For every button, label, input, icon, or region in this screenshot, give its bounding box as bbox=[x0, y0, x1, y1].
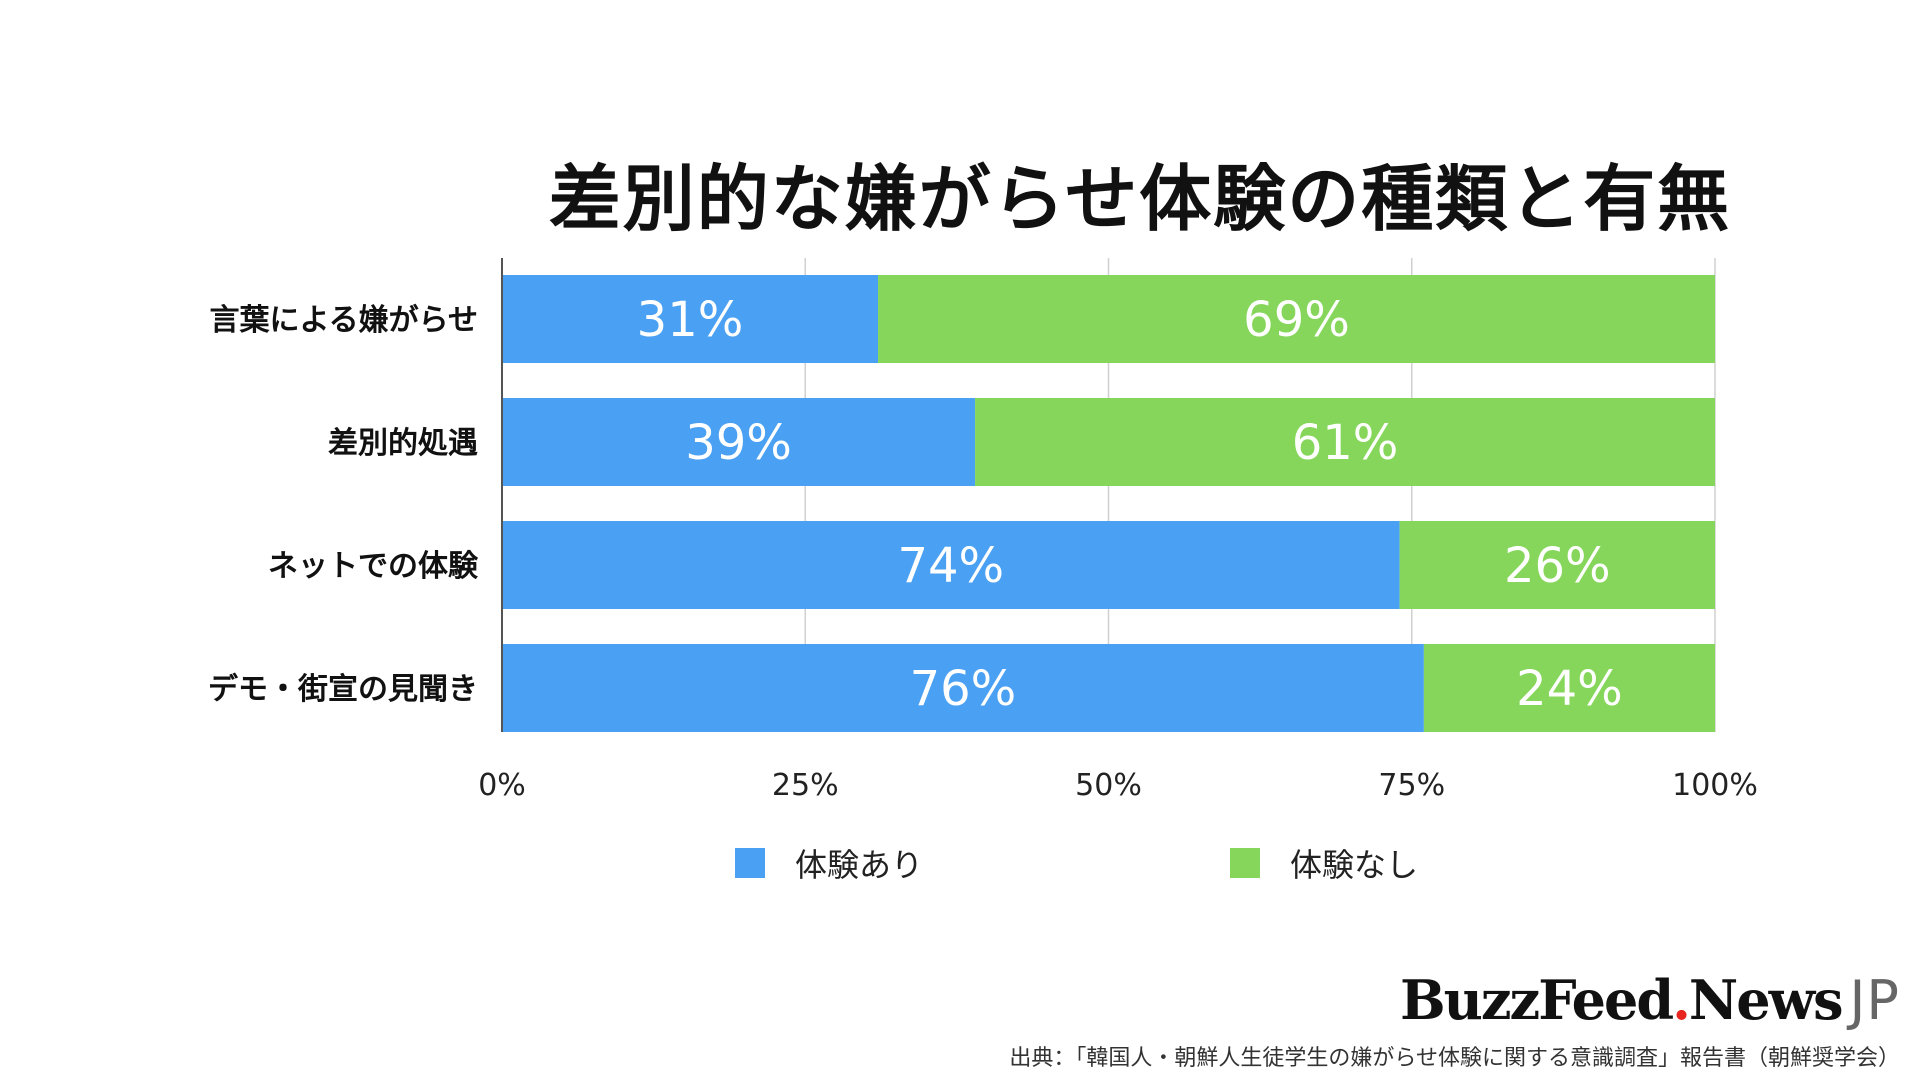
data-label: 39% bbox=[685, 415, 792, 471]
data-label: 74% bbox=[897, 538, 1004, 594]
bar-segment bbox=[502, 398, 976, 486]
legend-item-experienced: 体験あり bbox=[735, 840, 923, 886]
category-label: 差別的処遇 bbox=[328, 426, 478, 461]
x-tick-label: 25% bbox=[772, 768, 839, 803]
legend-swatch-not-experienced bbox=[1230, 848, 1260, 878]
bar-segment bbox=[878, 275, 1715, 363]
data-label: 31% bbox=[637, 292, 744, 348]
bar-segment bbox=[1399, 521, 1715, 609]
legend-label-experienced: 体験あり bbox=[795, 846, 924, 884]
category-label: デモ・街宣の見聞き bbox=[208, 672, 478, 707]
data-label: 26% bbox=[1504, 538, 1611, 594]
bar-segment bbox=[502, 275, 879, 363]
x-tick-label: 50% bbox=[1075, 768, 1142, 803]
x-tick-label: 75% bbox=[1378, 768, 1445, 803]
category-label: ネットでの体験 bbox=[268, 549, 479, 584]
data-label: 61% bbox=[1292, 415, 1399, 471]
bar-segment bbox=[502, 521, 1400, 609]
chart-title: 差別的な嫌がらせ体験の種類と有無 bbox=[548, 157, 1732, 241]
legend-swatch-experienced bbox=[735, 848, 765, 878]
bar-segment bbox=[975, 398, 1715, 486]
data-label: 76% bbox=[910, 661, 1017, 717]
x-tick-label: 100% bbox=[1672, 768, 1758, 803]
brand-logo: BuzzFeed.News JP bbox=[1399, 968, 1900, 1032]
bar-segment bbox=[502, 644, 1424, 732]
brand-suffix: JP bbox=[1849, 969, 1900, 1032]
brand-name: BuzzFeed bbox=[1399, 968, 1674, 1032]
legend-item-not-experienced: 体験なし bbox=[1230, 840, 1418, 886]
legend-label-not-experienced: 体験なし bbox=[1290, 846, 1419, 884]
data-label: 69% bbox=[1243, 292, 1350, 348]
brand-name-news: News bbox=[1688, 968, 1844, 1032]
source-note: 出典：「韓国人・朝鮮人生徒学生の嫌がらせ体験に関する意識調査」報告書（朝鮮奨学会… bbox=[1009, 1046, 1900, 1071]
category-label: 言葉による嫌がらせ bbox=[210, 303, 479, 338]
bar-segment bbox=[1423, 644, 1715, 732]
data-label: 24% bbox=[1516, 661, 1623, 717]
x-tick-label: 0% bbox=[478, 768, 526, 803]
